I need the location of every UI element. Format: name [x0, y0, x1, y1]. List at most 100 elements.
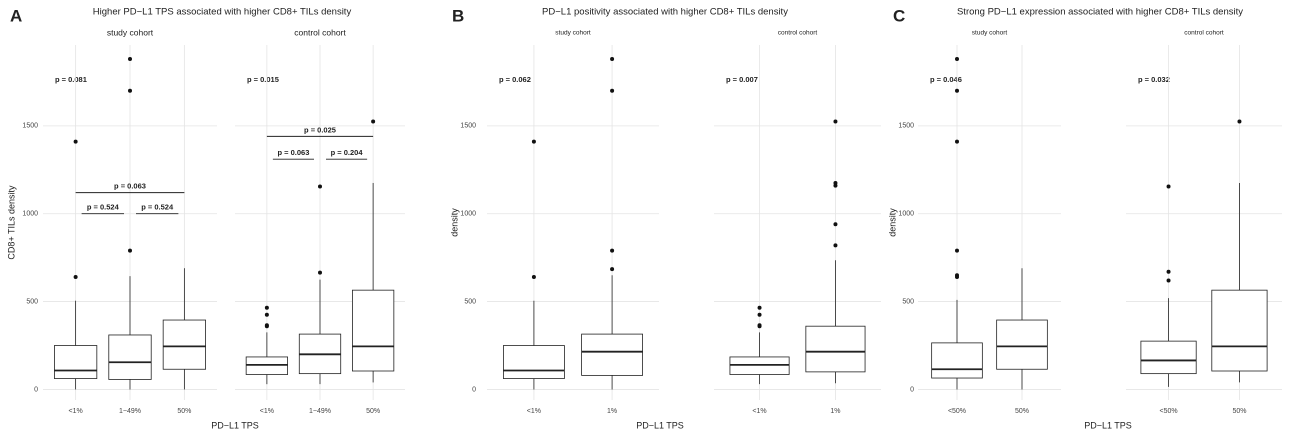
- p-value: p = 0.015: [247, 75, 279, 84]
- y-tick-label: 1500: [898, 123, 914, 130]
- comparison-p-value: p = 0.063: [114, 182, 146, 191]
- x-tick-label: <1%: [527, 408, 541, 415]
- panel-title: Higher PD−L1 TPS associated with higher …: [93, 7, 352, 18]
- p-value: p = 0.062: [499, 75, 531, 84]
- y-tick-label: 1500: [460, 123, 476, 130]
- box: [108, 334, 152, 380]
- outlier: [955, 88, 959, 93]
- y-tick-label: 1000: [22, 211, 38, 218]
- comparison-p-value: p = 0.524: [87, 203, 120, 212]
- outlier: [73, 274, 78, 279]
- x-tick-label: <50%: [948, 408, 966, 415]
- x-axis-title: PD−L1 TPS: [211, 420, 259, 430]
- box: [162, 319, 206, 370]
- outlier: [264, 305, 269, 310]
- x-tick-label: <1%: [69, 408, 83, 415]
- facet-label: study cohort: [972, 30, 1008, 37]
- y-axis-title: CD8+ TILs density: [6, 185, 16, 260]
- x-tick-label: 1%: [607, 408, 617, 415]
- outlier: [531, 139, 536, 144]
- outlier: [318, 270, 322, 275]
- p-value: p = 0.081: [55, 75, 87, 84]
- x-tick-label: 50%: [366, 408, 380, 415]
- box: [581, 333, 643, 376]
- outlier: [833, 243, 838, 248]
- facet-label: control cohort: [1184, 30, 1224, 37]
- comparison-p-value: p = 0.204: [331, 148, 364, 157]
- facet-label: control cohort: [294, 27, 346, 37]
- panel-letter: C: [893, 6, 905, 25]
- box: [1140, 340, 1197, 375]
- y-tick-label: 0: [34, 386, 38, 393]
- outlier: [1166, 278, 1171, 283]
- box: [1211, 289, 1268, 372]
- y-axis-title: density: [449, 208, 459, 237]
- x-tick-label: 1%: [830, 408, 840, 415]
- outlier: [833, 180, 838, 185]
- y-tick-label: 500: [902, 298, 914, 305]
- panel-title: PD−L1 positivity associated with higher …: [542, 7, 788, 18]
- x-tick-label: 50%: [1015, 408, 1029, 415]
- outlier: [531, 274, 536, 279]
- outlier: [128, 88, 132, 93]
- x-tick-label: 50%: [1232, 408, 1246, 415]
- y-tick-label: 1000: [460, 211, 476, 218]
- x-axis-title: PD−L1 TPS: [1084, 420, 1132, 430]
- outlier: [371, 119, 376, 124]
- outlier: [1237, 119, 1242, 124]
- x-tick-label: <50%: [1159, 408, 1177, 415]
- y-tick-label: 500: [464, 298, 476, 305]
- outlier: [610, 267, 615, 272]
- p-value: p = 0.032: [1138, 75, 1170, 84]
- facet-label: study cohort: [107, 27, 154, 37]
- x-tick-label: 50%: [177, 408, 191, 415]
- outlier: [610, 248, 615, 253]
- panel-letter: A: [10, 6, 22, 25]
- outlier: [955, 57, 959, 62]
- x-tick-label: 1−49%: [119, 408, 141, 415]
- comparison-p-value: p = 0.063: [277, 148, 309, 157]
- y-tick-label: 0: [472, 386, 476, 393]
- outlier: [757, 312, 762, 317]
- x-tick-label: <1%: [260, 408, 274, 415]
- comparison-p-value: p = 0.025: [304, 125, 336, 134]
- outlier: [757, 305, 762, 310]
- p-value: p = 0.046: [930, 75, 962, 84]
- facet-label: control cohort: [778, 30, 818, 37]
- outlier: [757, 323, 762, 328]
- comparison-p-value: p = 0.524: [141, 203, 174, 212]
- y-tick-label: 1500: [22, 123, 38, 130]
- x-tick-label: <1%: [752, 408, 766, 415]
- outlier: [955, 248, 959, 253]
- y-tick-label: 0: [910, 386, 914, 393]
- box: [996, 319, 1048, 370]
- box: [931, 342, 983, 379]
- outlier: [264, 312, 269, 317]
- x-tick-label: 1−49%: [309, 408, 331, 415]
- outlier: [1166, 269, 1171, 274]
- outlier: [610, 88, 615, 93]
- outlier: [955, 273, 959, 278]
- panel-title: Strong PD−L1 expression associated with …: [957, 7, 1243, 18]
- outlier: [73, 139, 78, 144]
- outlier: [318, 184, 322, 189]
- y-tick-label: 1000: [898, 211, 914, 218]
- outlier: [833, 119, 838, 124]
- box: [805, 325, 866, 373]
- x-axis-title: PD−L1 TPS: [636, 420, 684, 430]
- p-value: p = 0.007: [726, 75, 758, 84]
- outlier: [1166, 184, 1171, 189]
- outlier: [833, 222, 838, 227]
- outlier: [128, 57, 132, 62]
- facet-label: study cohort: [555, 30, 591, 37]
- outlier: [610, 57, 615, 62]
- outlier: [955, 139, 959, 144]
- y-tick-label: 500: [26, 298, 38, 305]
- box: [352, 289, 395, 372]
- box: [503, 345, 565, 379]
- panel-letter: B: [452, 6, 464, 25]
- y-axis-title: density: [887, 208, 897, 237]
- outlier: [128, 248, 132, 253]
- outlier: [264, 323, 269, 328]
